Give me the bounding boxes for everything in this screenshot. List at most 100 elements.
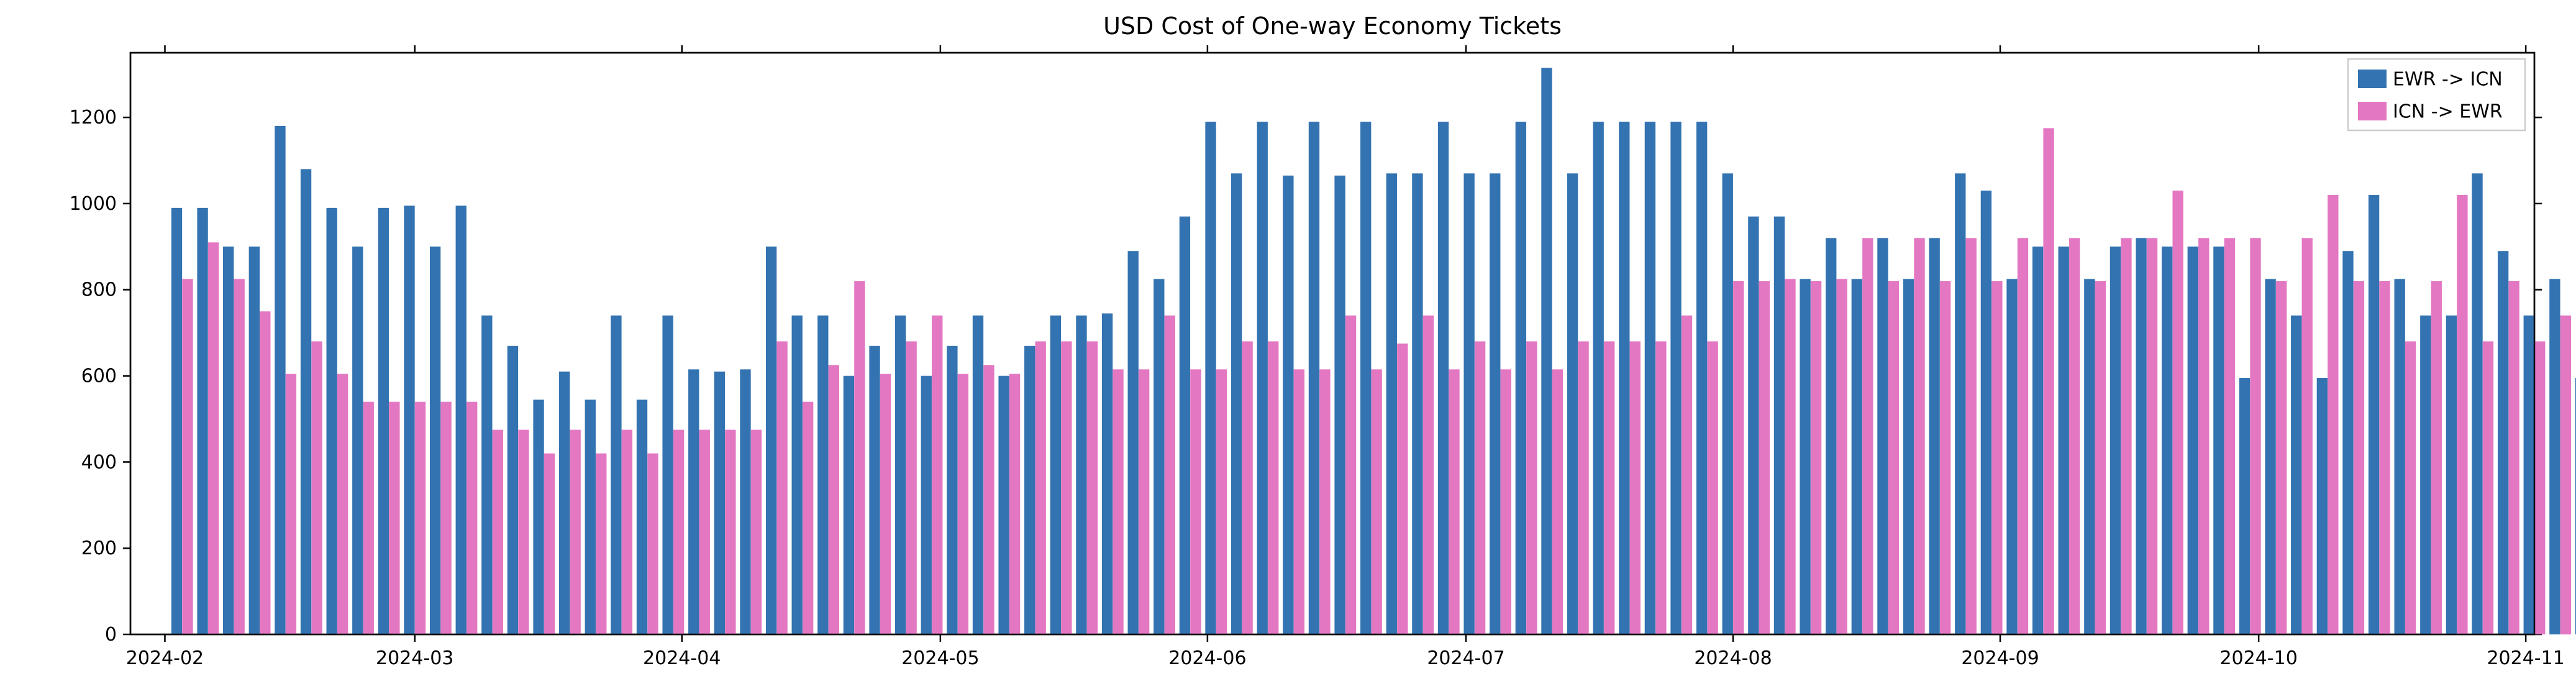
bar: [662, 315, 673, 634]
bar: [2472, 173, 2482, 634]
bar: [1283, 176, 1293, 634]
x-tick-label: 2024-09: [1961, 647, 2039, 669]
bar: [1707, 341, 1718, 634]
bar: [1888, 281, 1899, 634]
bar: [2276, 281, 2287, 634]
bar: [947, 346, 957, 634]
bar: [2405, 341, 2416, 634]
bar: [301, 169, 311, 634]
x-tick-label: 2024-08: [1694, 647, 1772, 669]
bar: [1877, 238, 1888, 634]
bar: [596, 453, 606, 634]
bar: [1113, 369, 1123, 634]
bar: [1541, 68, 1552, 634]
bar: [1811, 281, 1821, 634]
bar: [2224, 238, 2235, 634]
bar: [1593, 122, 1604, 634]
bar: [803, 402, 813, 634]
bar: [2239, 378, 2250, 634]
bar: [1630, 341, 1641, 634]
bar: [1837, 279, 1847, 634]
bar: [1334, 176, 1345, 634]
bar: [2043, 128, 2054, 634]
bar: [1604, 341, 1614, 634]
bar: [1981, 191, 1991, 634]
bar: [1655, 341, 1666, 634]
bar: [2354, 281, 2364, 634]
x-tick-label: 2024-03: [376, 647, 453, 669]
bar: [2524, 315, 2534, 634]
bar: [1733, 281, 1744, 634]
bar: [2483, 341, 2493, 634]
bar: [829, 365, 839, 634]
bar: [766, 246, 776, 634]
bar: [1748, 217, 1759, 634]
bar: [1774, 217, 1785, 634]
bar: [518, 430, 529, 634]
bar: [1076, 315, 1086, 634]
bar: [611, 315, 621, 634]
bar: [1903, 279, 1914, 634]
bar: [1180, 217, 1190, 634]
legend-swatch: [2358, 70, 2387, 88]
bar: [869, 346, 880, 634]
bar: [208, 242, 219, 634]
bar: [559, 372, 570, 634]
bar: [1309, 122, 1319, 634]
bar: [1268, 341, 1278, 634]
bar: [1087, 341, 1098, 634]
bar: [1682, 315, 1692, 634]
y-tick-label: 400: [81, 451, 117, 473]
bar: [1360, 122, 1371, 634]
bar: [2162, 246, 2172, 634]
bar: [1102, 313, 1113, 634]
bar: [921, 376, 932, 634]
bar: [1127, 251, 1138, 634]
bar: [440, 402, 451, 634]
bar: [456, 205, 467, 634]
bar: [2172, 191, 2183, 634]
legend-label: ICN -> EWR: [2393, 101, 2503, 123]
bar: [2446, 315, 2457, 634]
bar: [1696, 122, 1707, 634]
bar: [2084, 279, 2095, 634]
bar: [2534, 341, 2545, 634]
bar: [533, 400, 544, 634]
bar: [751, 430, 762, 634]
bar: [2188, 246, 2198, 634]
bar: [906, 341, 916, 634]
bar: [880, 374, 891, 634]
bar: [1578, 341, 1588, 634]
bar: [1386, 173, 1397, 634]
bar: [725, 430, 735, 634]
bar: [1024, 346, 1035, 634]
y-tick-label: 1000: [70, 193, 117, 215]
bar: [234, 279, 245, 634]
bar: [1526, 341, 1537, 634]
bar: [1154, 279, 1164, 634]
x-tick-label: 2024-02: [126, 647, 204, 669]
y-tick-label: 1200: [70, 107, 117, 128]
bar: [1501, 369, 1511, 634]
bar: [1475, 341, 1485, 634]
bar: [1035, 341, 1046, 634]
bar: [1257, 122, 1268, 634]
bar: [182, 279, 193, 634]
x-tick-label: 2024-04: [643, 647, 721, 669]
bar: [337, 374, 348, 634]
bar: [1966, 238, 1977, 634]
bar: [430, 246, 440, 634]
bar: [740, 369, 750, 634]
bar: [1449, 369, 1459, 634]
bar: [1567, 173, 1578, 634]
bar: [983, 365, 994, 634]
bar: [467, 402, 477, 634]
bar: [1463, 173, 1474, 634]
chart-title: USD Cost of One-way Economy Tickets: [1103, 12, 1562, 40]
x-tick-label: 2024-07: [1427, 647, 1504, 669]
chart-container: { "chart": { "type": "bar", "title": "US…: [0, 0, 2576, 694]
bar: [2032, 246, 2043, 634]
bar: [958, 374, 968, 634]
bar: [389, 402, 399, 634]
bar: [2395, 279, 2405, 634]
